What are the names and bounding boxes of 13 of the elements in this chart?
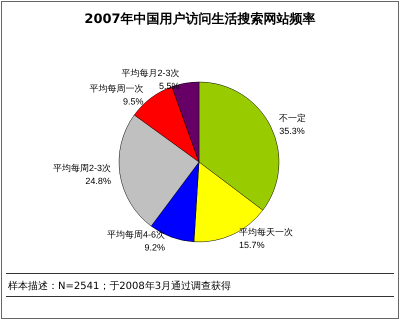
data-label: 24.8% bbox=[85, 176, 111, 186]
chart-title: 2007年中国用户访问生活搜索网站频率 bbox=[84, 11, 316, 27]
data-label: 35.3% bbox=[279, 126, 305, 136]
data-label: 9.2% bbox=[144, 242, 166, 252]
slice-label: 平均每月2-3次 bbox=[122, 68, 180, 78]
slice-label: 平均每天一次 bbox=[239, 226, 294, 237]
text: 样本描述：N=2541；于2008年3月通过调查获得 bbox=[8, 280, 232, 293]
data-label: 15.7% bbox=[239, 240, 265, 250]
slice-label: 平均每周2-3次 bbox=[52, 163, 111, 174]
data-label: 9.5% bbox=[123, 96, 144, 106]
slice-label: 平均每周一次 bbox=[90, 83, 144, 94]
slice-label: 不一定 bbox=[279, 113, 306, 124]
slice-label: 平均每周4-6次 bbox=[107, 229, 166, 240]
